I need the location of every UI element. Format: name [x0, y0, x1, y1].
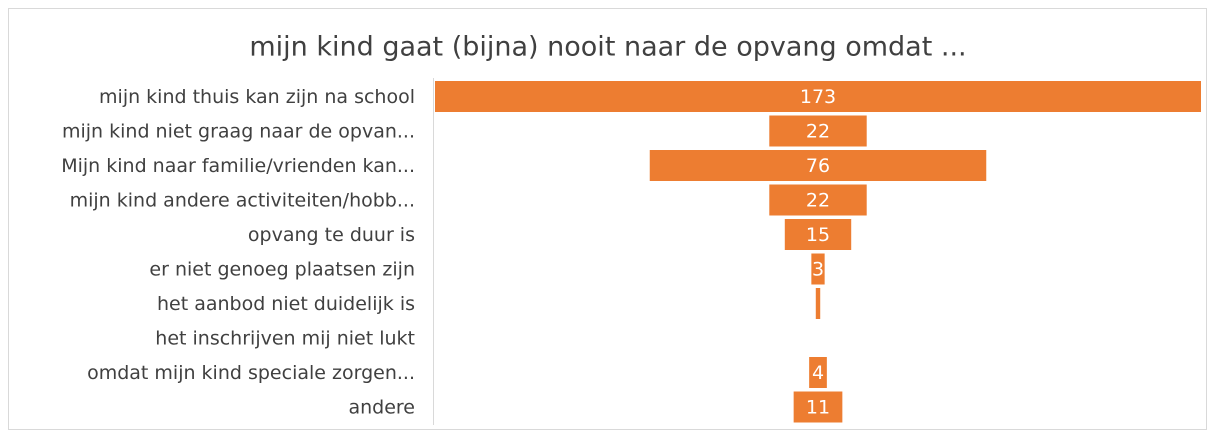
bar [769, 184, 867, 216]
data-label: 3 [812, 259, 824, 281]
category-label: mijn kind thuis kan zijn na school [99, 86, 415, 108]
category-label: mijn kind niet graag naar de opvan... [62, 121, 415, 143]
data-label: 173 [800, 86, 836, 108]
data-label: 22 [806, 121, 830, 143]
category-label: andere [348, 397, 415, 419]
category-label: Mijn kind naar familie/vrienden kan... [61, 155, 415, 177]
category-label: het inschrijven mij niet lukt [155, 328, 415, 350]
chart-frame [8, 8, 1207, 430]
category-label: mijn kind andere activiteiten/hobb... [70, 190, 415, 212]
bar [784, 219, 852, 250]
data-label: 15 [806, 224, 830, 246]
bar [815, 288, 821, 319]
bar [793, 391, 843, 423]
data-label: 76 [806, 155, 830, 177]
data-label: 11 [806, 397, 830, 419]
data-label: 22 [806, 190, 830, 212]
bar [769, 115, 867, 147]
data-label: 4 [812, 362, 824, 384]
bar [811, 253, 825, 285]
chart-title: mijn kind gaat (bijna) nooit naar de opv… [249, 32, 966, 63]
category-label: het aanbod niet duidelijk is [157, 293, 415, 315]
bar [435, 81, 1201, 112]
category-label: omdat mijn kind speciale zorgen... [87, 362, 415, 384]
bar [809, 357, 827, 388]
bar [649, 150, 987, 181]
category-label: opvang te duur is [248, 224, 415, 246]
category-label: er niet genoeg plaatsen zijn [149, 259, 415, 281]
